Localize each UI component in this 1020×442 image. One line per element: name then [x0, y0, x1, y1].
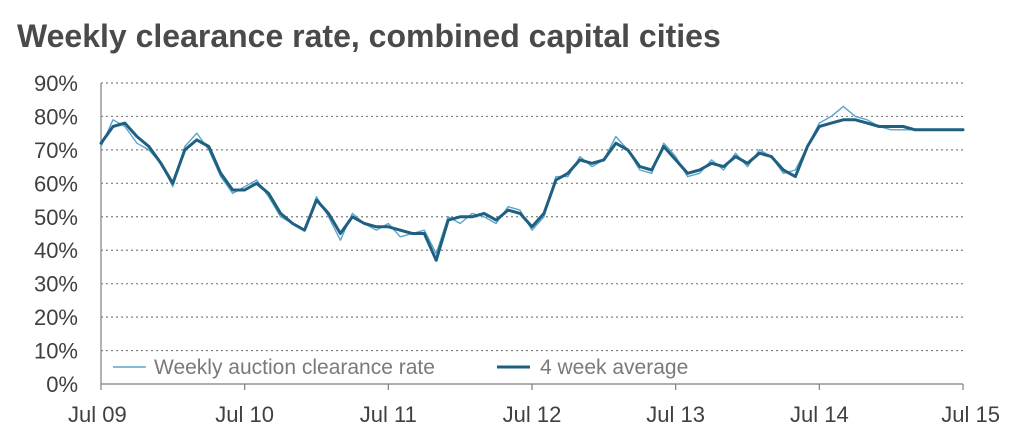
- legend: Weekly auction clearance rate 4 week ave…: [113, 356, 688, 379]
- y-tick-label: 20%: [34, 305, 78, 330]
- chart-title: Weekly clearance rate, combined capital …: [17, 18, 721, 54]
- x-tick-label: Jul 12: [503, 402, 562, 427]
- x-tick-label: Jul 11: [360, 402, 417, 427]
- y-tick-label: 50%: [34, 205, 78, 230]
- y-tick-label: 40%: [34, 238, 78, 263]
- y-tick-label: 80%: [34, 104, 78, 129]
- y-tick-label: 0%: [46, 372, 78, 397]
- x-tick-label: Jul 15: [941, 402, 1000, 427]
- y-tick-label: 30%: [34, 272, 78, 297]
- x-tick-label: Jul 10: [215, 402, 274, 427]
- series-weekly-line: [100, 105, 964, 255]
- legend-label-average: 4 week average: [540, 356, 688, 379]
- legend-label-weekly: Weekly auction clearance rate: [154, 356, 435, 379]
- x-tick-label: Jul 09: [68, 402, 127, 427]
- y-tick-label: 10%: [34, 339, 78, 364]
- gridlines: [101, 82, 963, 352]
- y-tick-label: 60%: [34, 171, 78, 196]
- x-tick-label: Jul 14: [790, 402, 849, 427]
- series-lines: [99, 105, 965, 262]
- axes: 0% 10% 20% 30% 40% 50% 60% 70% 80% 90% Jul 09 Jul 1…: [34, 71, 1000, 427]
- y-tick-label: 70%: [34, 138, 78, 163]
- y-tick-label: 90%: [34, 71, 78, 96]
- series-average-line: [99, 118, 965, 262]
- x-tick-label: Jul 13: [646, 402, 705, 427]
